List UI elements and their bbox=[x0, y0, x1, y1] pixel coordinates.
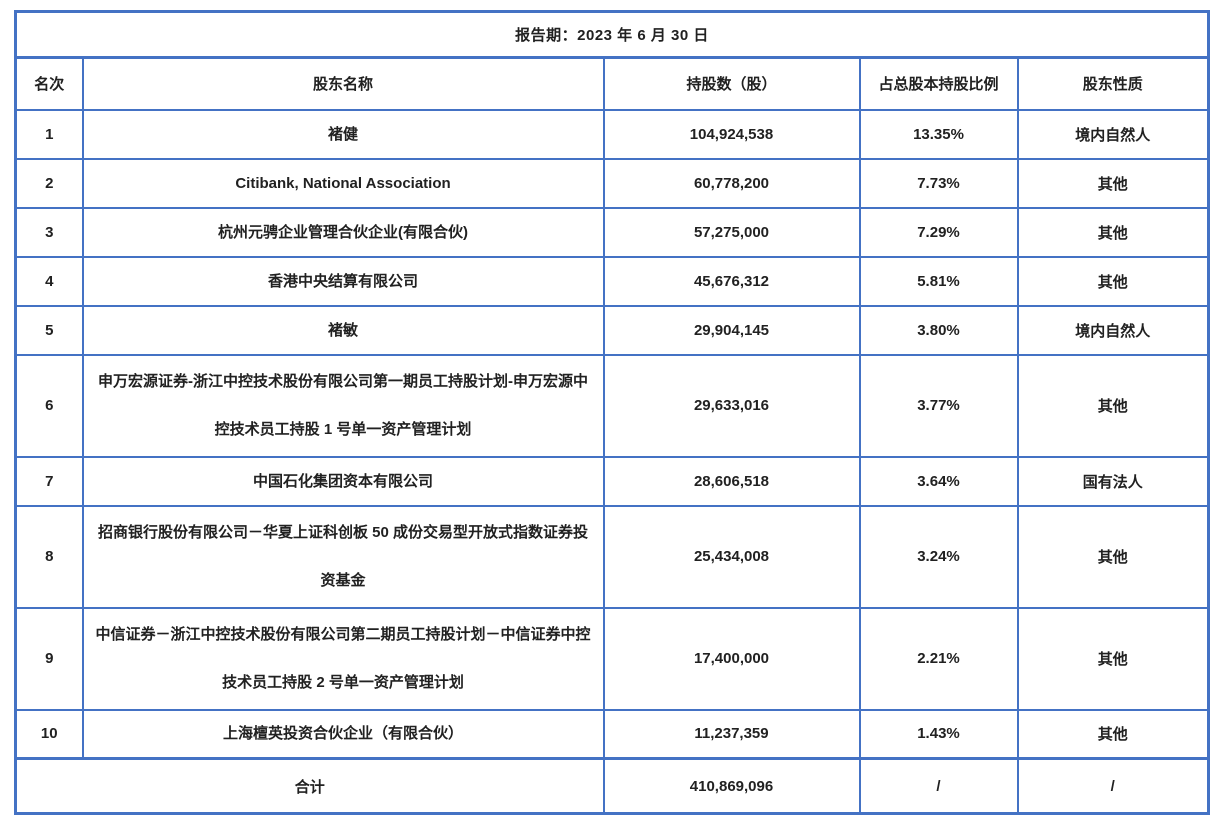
nature-cell: 国有法人 bbox=[1016, 455, 1210, 507]
table-header-row: 名次 股东名称 持股数（股） 占总股本持股比例 股东性质 bbox=[14, 56, 1210, 111]
rank-cell: 3 bbox=[14, 206, 84, 258]
nature-cell: 其他 bbox=[1016, 255, 1210, 307]
nature-cell: 其他 bbox=[1016, 157, 1210, 209]
shareholder-name-cell: 招商银行股份有限公司－华夏上证科创板 50 成份交易型开放式指数证券投资基金 bbox=[81, 504, 605, 609]
percentage-cell: 3.77% bbox=[858, 353, 1019, 458]
shareholder-name-cell: 杭州元骋企业管理合伙企业(有限合伙) bbox=[81, 206, 605, 258]
nature-cell: 境内自然人 bbox=[1016, 304, 1210, 356]
percentage-cell: 7.29% bbox=[858, 206, 1019, 258]
percentage-cell: 3.80% bbox=[858, 304, 1019, 356]
total-label-cell: 合计 bbox=[14, 757, 605, 815]
shareholder-name-cell: 申万宏源证券-浙江中控技术股份有限公司第一期员工持股计划-申万宏源中控技术员工持… bbox=[81, 353, 605, 458]
rank-cell: 9 bbox=[14, 606, 84, 711]
shareholders-table: 报告期：2023 年 6 月 30 日 名次 股东名称 持股数（股） 占总股本持… bbox=[14, 10, 1211, 815]
total-nature-cell: / bbox=[1016, 757, 1210, 815]
table-row: 4 香港中央结算有限公司 45,676,312 5.81% 其他 bbox=[14, 255, 1210, 307]
shareholder-name-cell: 中信证券－浙江中控技术股份有限公司第二期员工持股计划－中信证券中控技术员工持股 … bbox=[81, 606, 605, 711]
rank-cell: 8 bbox=[14, 504, 84, 609]
rank-cell: 4 bbox=[14, 255, 84, 307]
shares-cell: 11,237,359 bbox=[602, 708, 861, 760]
shares-cell: 29,633,016 bbox=[602, 353, 861, 458]
percentage-cell: 2.21% bbox=[858, 606, 1019, 711]
shares-cell: 45,676,312 bbox=[602, 255, 861, 307]
percentage-cell: 5.81% bbox=[858, 255, 1019, 307]
table-row: 8 招商银行股份有限公司－华夏上证科创板 50 成份交易型开放式指数证券投资基金… bbox=[14, 504, 1210, 609]
table-row: 3 杭州元骋企业管理合伙企业(有限合伙) 57,275,000 7.29% 其他 bbox=[14, 206, 1210, 258]
shares-cell: 60,778,200 bbox=[602, 157, 861, 209]
shareholder-name-cell: 中国石化集团资本有限公司 bbox=[81, 455, 605, 507]
table-row: 1 褚健 104,924,538 13.35% 境内自然人 bbox=[14, 108, 1210, 160]
rank-cell: 7 bbox=[14, 455, 84, 507]
rank-cell: 2 bbox=[14, 157, 84, 209]
table-row: 5 褚敏 29,904,145 3.80% 境内自然人 bbox=[14, 304, 1210, 356]
shares-cell: 104,924,538 bbox=[602, 108, 861, 160]
percentage-cell: 3.24% bbox=[858, 504, 1019, 609]
total-percentage-cell: / bbox=[858, 757, 1019, 815]
table-row: 7 中国石化集团资本有限公司 28,606,518 3.64% 国有法人 bbox=[14, 455, 1210, 507]
table-row: 6 申万宏源证券-浙江中控技术股份有限公司第一期员工持股计划-申万宏源中控技术员… bbox=[14, 353, 1210, 458]
table-row: 10 上海檀英投资合伙企业（有限合伙） 11,237,359 1.43% 其他 bbox=[14, 708, 1210, 760]
rank-cell: 5 bbox=[14, 304, 84, 356]
table-row: 9 中信证券－浙江中控技术股份有限公司第二期员工持股计划－中信证券中控技术员工持… bbox=[14, 606, 1210, 711]
column-header-shares: 持股数（股） bbox=[602, 56, 861, 111]
shareholder-name-cell: 香港中央结算有限公司 bbox=[81, 255, 605, 307]
rank-cell: 1 bbox=[14, 108, 84, 160]
percentage-cell: 1.43% bbox=[858, 708, 1019, 760]
total-row: 合计 410,869,096 / / bbox=[14, 757, 1210, 815]
percentage-cell: 13.35% bbox=[858, 108, 1019, 160]
shareholder-name-cell: 褚敏 bbox=[81, 304, 605, 356]
shares-cell: 28,606,518 bbox=[602, 455, 861, 507]
nature-cell: 其他 bbox=[1016, 708, 1210, 760]
nature-cell: 其他 bbox=[1016, 606, 1210, 711]
nature-cell: 境内自然人 bbox=[1016, 108, 1210, 160]
nature-cell: 其他 bbox=[1016, 206, 1210, 258]
shareholder-name-cell: 褚健 bbox=[81, 108, 605, 160]
percentage-cell: 3.64% bbox=[858, 455, 1019, 507]
column-header-nature: 股东性质 bbox=[1016, 56, 1210, 111]
total-shares-cell: 410,869,096 bbox=[602, 757, 861, 815]
shares-cell: 29,904,145 bbox=[602, 304, 861, 356]
shares-cell: 25,434,008 bbox=[602, 504, 861, 609]
shares-cell: 17,400,000 bbox=[602, 606, 861, 711]
nature-cell: 其他 bbox=[1016, 353, 1210, 458]
table-row: 2 Citibank, National Association 60,778,… bbox=[14, 157, 1210, 209]
report-period-row: 报告期：2023 年 6 月 30 日 bbox=[14, 10, 1210, 59]
percentage-cell: 7.73% bbox=[858, 157, 1019, 209]
report-period-title: 报告期：2023 年 6 月 30 日 bbox=[14, 10, 1210, 59]
shareholder-name-cell: 上海檀英投资合伙企业（有限合伙） bbox=[81, 708, 605, 760]
nature-cell: 其他 bbox=[1016, 504, 1210, 609]
column-header-rank: 名次 bbox=[14, 56, 84, 111]
column-header-percentage: 占总股本持股比例 bbox=[858, 56, 1019, 111]
rank-cell: 6 bbox=[14, 353, 84, 458]
shareholder-name-cell: Citibank, National Association bbox=[81, 157, 605, 209]
rank-cell: 10 bbox=[14, 708, 84, 760]
shares-cell: 57,275,000 bbox=[602, 206, 861, 258]
column-header-shareholder-name: 股东名称 bbox=[81, 56, 605, 111]
